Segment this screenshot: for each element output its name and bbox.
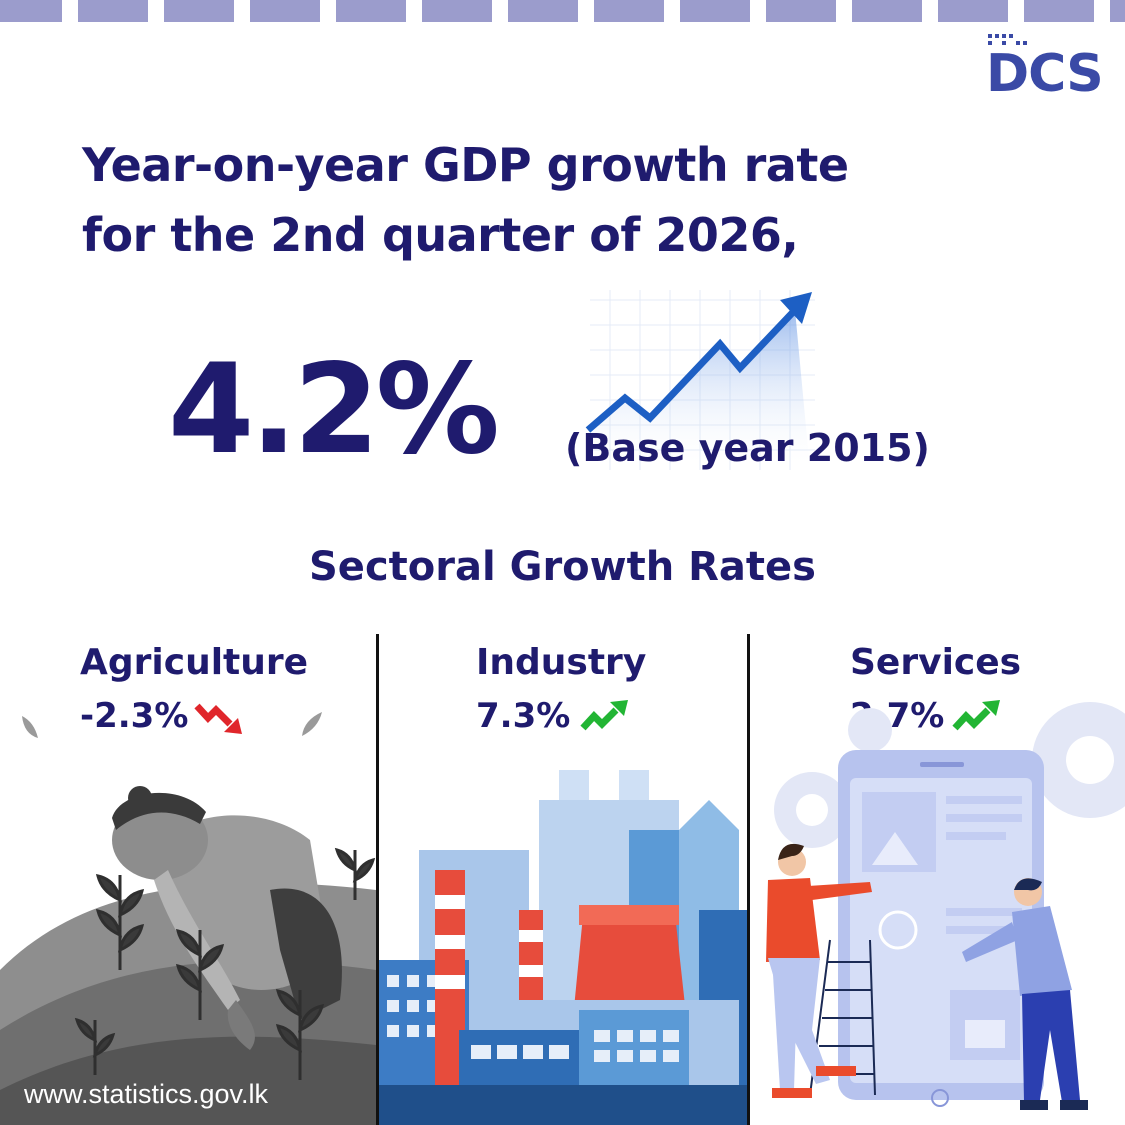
headline: Year-on-year GDP growth rate for the 2nd… [82,130,982,270]
leaf-icon [302,712,322,736]
headline-line-1: Year-on-year GDP growth rate [82,138,849,192]
gear-icon [774,772,850,848]
website-url: www.statistics.gov.lk [24,1079,269,1109]
trend-down-icon [194,703,242,734]
gear-icon [848,708,892,752]
factory-illustration [379,770,747,1125]
top-decorative-strip [0,0,1125,26]
sector-industry-name: Industry [476,642,647,683]
globe-icon [878,910,918,950]
logo-text: DCS [986,44,1104,104]
services-illustration [766,702,1125,1110]
sector-industry-value: 7.3% [476,696,571,736]
sector-agriculture-value: -2.3% [80,696,189,736]
sector-agriculture-name: Agriculture [80,642,309,683]
trend-up-icon [952,700,1000,731]
farmer-illustration [0,712,376,1125]
headline-line-2: for the 2nd quarter of 2026, [82,208,799,262]
gdp-growth-value: 4.2% [168,338,500,482]
column-divider-2 [747,634,750,1125]
leaf-icon [22,716,38,738]
column-divider-1 [376,634,379,1125]
sector-services-name: Services [850,642,1022,683]
growth-trend-illustration [585,290,815,470]
dcs-logo: DCS [986,30,1110,104]
base-year-note: (Base year 2015) [565,426,930,470]
sectoral-growth-title: Sectoral Growth Rates [309,544,816,590]
logo-dots-icon [988,34,1027,45]
envelope-icon [965,1020,1005,1048]
gear-icon [1032,702,1125,818]
trend-up-icon [580,700,628,731]
